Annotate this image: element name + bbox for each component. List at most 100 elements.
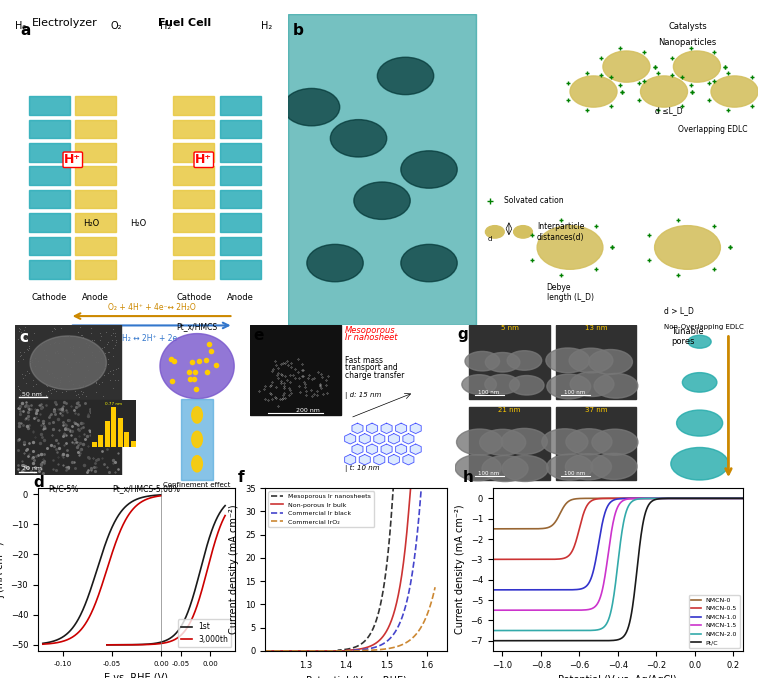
Bar [75,143,116,161]
Circle shape [514,226,532,238]
Circle shape [677,410,722,436]
Circle shape [566,428,612,455]
Polygon shape [381,444,392,454]
Text: Fuel Cell: Fuel Cell [158,18,211,28]
Text: H₂ ↔ 2H⁺ + 2e⁻: H₂ ↔ 2H⁺ + 2e⁻ [122,334,181,343]
X-axis label: Potential (V vs. RHE): Potential (V vs. RHE) [305,675,407,678]
Bar [220,237,261,256]
X-axis label: E vs. RHE (V): E vs. RHE (V) [105,672,168,678]
Circle shape [569,348,613,373]
Text: 37 nm: 37 nm [584,407,607,413]
Polygon shape [374,454,385,465]
Circle shape [671,447,728,480]
Polygon shape [352,423,363,434]
Text: 100 nm: 100 nm [478,471,499,476]
Polygon shape [359,434,370,444]
Bar [92,442,97,447]
Text: | d: 15 nm: | d: 15 nm [345,392,381,399]
Circle shape [485,353,520,372]
Text: Ir nanosheet: Ir nanosheet [345,334,397,342]
Text: 5 nm: 5 nm [500,325,518,332]
Circle shape [507,351,542,370]
Text: H₂: H₂ [15,21,27,31]
Text: O₂: O₂ [111,21,122,31]
Legend: NMCN-0, NMCN-0.5, NMCN-1.0, NMCN-1.5, NMCN-2.0, Pt/C: NMCN-0, NMCN-0.5, NMCN-1.0, NMCN-1.5, NM… [689,595,740,647]
Bar [75,119,116,138]
Text: Tunable: Tunable [671,327,703,336]
Text: 50 nm: 50 nm [21,392,42,397]
Bar [111,407,116,447]
Text: g: g [458,327,468,342]
Bar [181,399,213,480]
Text: H₂O: H₂O [83,218,99,228]
Bar [29,166,70,185]
Y-axis label: Current density (mA cm⁻²): Current density (mA cm⁻²) [455,504,465,635]
Bar [29,190,70,209]
Polygon shape [345,454,356,465]
Circle shape [501,428,547,454]
Circle shape [537,226,603,269]
Circle shape [570,76,617,107]
Circle shape [589,350,632,374]
Text: Pt_x/HMCS: Pt_x/HMCS [177,321,218,331]
Circle shape [592,429,638,455]
Bar [130,441,136,447]
Bar [29,237,70,256]
Circle shape [455,455,501,481]
Bar [75,166,116,185]
Text: c: c [20,330,28,345]
Bar [220,119,261,138]
Circle shape [682,373,717,392]
Text: h: h [462,470,474,485]
Text: Fast mass: Fast mass [345,356,383,365]
Circle shape [462,375,496,394]
Text: Anode: Anode [82,294,109,302]
Circle shape [307,244,363,282]
Polygon shape [288,14,476,325]
Text: Nanoparticles: Nanoparticles [659,38,716,47]
Bar [174,260,215,279]
Bar [174,213,215,232]
Polygon shape [388,434,399,444]
Bar [220,190,261,209]
Y-axis label: Current density (mA cm⁻²): Current density (mA cm⁻²) [230,504,240,635]
X-axis label: Potential (V vs. Ag/AgCl): Potential (V vs. Ag/AgCl) [559,675,677,678]
Text: a: a [20,23,31,38]
Circle shape [192,456,202,472]
Circle shape [401,151,457,188]
Text: H₂O: H₂O [130,218,146,228]
Y-axis label: j (mA cm⁻²): j (mA cm⁻²) [0,541,5,598]
Circle shape [192,431,202,447]
Text: Anode: Anode [227,294,254,302]
Text: H⁺: H⁺ [64,153,81,166]
Polygon shape [410,423,421,434]
Text: b: b [293,23,304,38]
Circle shape [591,454,637,479]
Bar [75,260,116,279]
Text: H₂: H₂ [261,21,272,31]
Circle shape [456,429,503,455]
Bar [124,432,130,447]
Text: Solvated cation: Solvated cation [504,196,564,205]
Bar [174,166,215,185]
Text: Debye
length (L_D): Debye length (L_D) [547,283,594,302]
Circle shape [565,454,612,480]
Bar [105,421,110,447]
Text: Confinement effect: Confinement effect [164,481,230,487]
Circle shape [655,226,720,269]
Polygon shape [367,423,377,434]
Bar [15,325,121,400]
Text: Overlapping EDLC: Overlapping EDLC [678,125,747,134]
Circle shape [542,428,588,455]
Circle shape [330,119,387,157]
Bar [75,190,116,209]
Text: Electrolyzer: Electrolyzer [31,18,97,28]
Text: d: d [488,236,492,242]
Bar [174,119,215,138]
Bar [174,143,215,161]
Text: H₂: H₂ [160,21,171,31]
Circle shape [594,374,637,398]
Text: 100 nm: 100 nm [478,390,499,395]
Bar [29,119,70,138]
Bar [174,96,215,115]
